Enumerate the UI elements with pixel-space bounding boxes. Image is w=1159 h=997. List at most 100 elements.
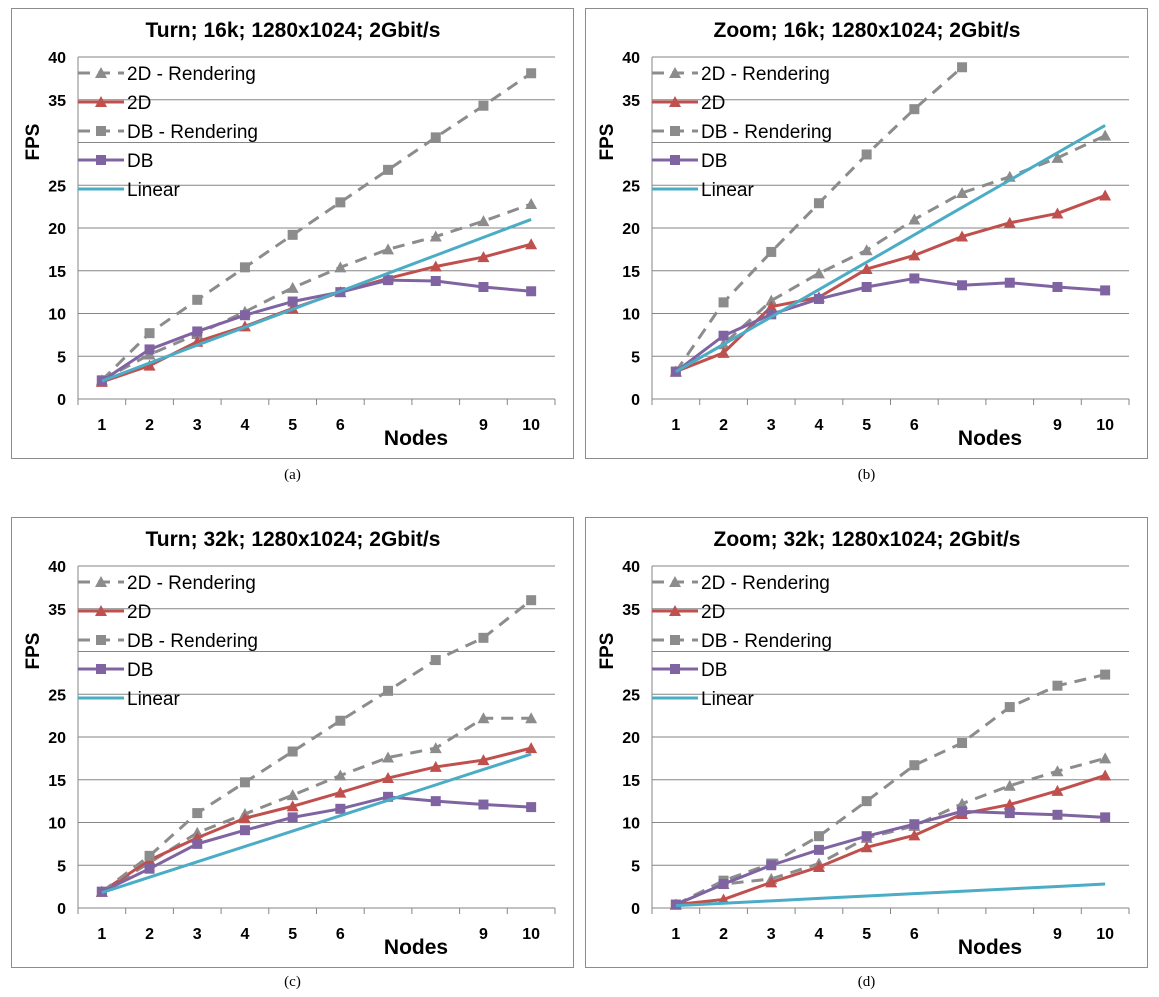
data-point bbox=[1100, 812, 1111, 823]
legend-label: 2D - Rendering bbox=[701, 573, 830, 594]
x-tick-label: 1 bbox=[671, 926, 680, 943]
data-point bbox=[526, 68, 537, 79]
y-tick-label: 10 bbox=[622, 307, 640, 324]
data-point bbox=[335, 803, 346, 814]
series-line bbox=[101, 218, 532, 383]
y-tick-label: 15 bbox=[48, 264, 66, 281]
series-db bbox=[96, 791, 537, 897]
x-tick-label: 6 bbox=[336, 926, 345, 943]
data-point bbox=[477, 754, 490, 766]
data-point bbox=[766, 246, 777, 257]
x-axis-label: Nodes bbox=[384, 427, 448, 450]
legend-label: 2D bbox=[701, 602, 725, 623]
legend-label: Linear bbox=[127, 180, 180, 201]
x-tick-label: 9 bbox=[479, 417, 488, 434]
y-tick-label: 20 bbox=[48, 221, 66, 238]
data-point bbox=[1003, 216, 1016, 228]
line-chart-b: Zoom; 16k; 1280x1024; 2Gbit/s05101520253… bbox=[597, 19, 1130, 450]
data-point bbox=[525, 198, 538, 210]
x-tick-label: 3 bbox=[193, 926, 202, 943]
data-point bbox=[143, 359, 156, 371]
legend-label: DB - Rendering bbox=[701, 631, 832, 652]
data-point bbox=[1052, 281, 1063, 292]
data-point bbox=[430, 276, 441, 287]
data-point bbox=[430, 796, 441, 807]
legend-marker bbox=[669, 576, 681, 587]
series-line bbox=[100, 72, 532, 382]
chart-frame bbox=[585, 8, 1148, 459]
data-point bbox=[429, 230, 442, 242]
series-linear bbox=[675, 124, 1106, 373]
series-line bbox=[675, 124, 1106, 373]
y-tick-label: 25 bbox=[48, 687, 66, 704]
data-point bbox=[717, 346, 730, 358]
legend-marker bbox=[670, 635, 680, 645]
legend-marker bbox=[96, 664, 106, 674]
data-point bbox=[239, 262, 250, 273]
y-tick-label: 35 bbox=[622, 602, 640, 619]
data-point bbox=[908, 249, 921, 261]
series-line bbox=[101, 752, 532, 895]
data-point bbox=[1051, 207, 1064, 219]
data-point bbox=[334, 786, 347, 798]
data-point bbox=[1052, 680, 1063, 691]
data-point bbox=[287, 229, 298, 240]
legend-label: 2D - Rendering bbox=[701, 64, 830, 85]
data-point bbox=[957, 280, 968, 291]
data-point bbox=[144, 863, 155, 874]
y-tick-label: 0 bbox=[631, 392, 640, 409]
data-point bbox=[525, 712, 538, 724]
legend-label: 2D bbox=[701, 93, 725, 114]
series-line bbox=[675, 756, 1106, 906]
y-tick-label: 35 bbox=[622, 93, 640, 110]
data-point bbox=[909, 273, 920, 284]
data-point bbox=[430, 655, 441, 666]
chart-panel-a: Turn; 16k; 1280x1024; 2Gbit/s 0 5 10 15 20 25 3… bbox=[11, 8, 574, 459]
legend-marker bbox=[669, 605, 681, 616]
data-point bbox=[192, 808, 203, 819]
y-tick-label: 10 bbox=[48, 816, 66, 833]
legend-label: 2D bbox=[127, 602, 151, 623]
data-point bbox=[957, 62, 968, 73]
y-tick-label: 0 bbox=[57, 392, 66, 409]
data-point bbox=[383, 685, 394, 696]
data-point bbox=[478, 632, 489, 643]
series-line bbox=[675, 673, 1106, 906]
legend-label: 2D bbox=[127, 93, 151, 114]
data-point bbox=[1004, 277, 1015, 288]
y-tick-label: 0 bbox=[631, 901, 640, 918]
data-point bbox=[1099, 769, 1112, 781]
legend-label: Linear bbox=[701, 689, 754, 710]
legend: 2D - Rendering 2D DB - Rendering DB Linear bbox=[78, 64, 258, 201]
series-line bbox=[674, 276, 1106, 373]
series-line bbox=[101, 795, 532, 894]
legend-label: DB - Rendering bbox=[701, 122, 832, 143]
series-linear bbox=[101, 218, 532, 383]
data-point bbox=[478, 799, 489, 810]
x-tick-label: 9 bbox=[1053, 417, 1062, 434]
legend-marker bbox=[95, 605, 107, 616]
data-point bbox=[286, 789, 299, 801]
gridlines bbox=[78, 56, 555, 400]
data-point bbox=[382, 751, 395, 763]
legend-label: Linear bbox=[127, 689, 180, 710]
y-axis-label: FPS bbox=[23, 633, 44, 670]
data-point bbox=[192, 838, 203, 849]
series-line bbox=[100, 599, 533, 893]
data-point bbox=[192, 326, 203, 337]
x-tick-label: 1 bbox=[97, 417, 106, 434]
legend-marker bbox=[670, 126, 680, 136]
data-point bbox=[287, 296, 298, 307]
y-tick-label: 15 bbox=[622, 264, 640, 281]
data-point bbox=[526, 802, 537, 813]
data-point bbox=[526, 595, 537, 606]
data-point bbox=[477, 215, 490, 227]
x-tick-label: 5 bbox=[862, 417, 871, 434]
data-point bbox=[765, 294, 778, 306]
data-point bbox=[238, 812, 251, 824]
data-point bbox=[1099, 189, 1112, 201]
series-line bbox=[675, 134, 1106, 373]
x-tick-label: 4 bbox=[240, 926, 249, 943]
y-tick-label: 15 bbox=[48, 773, 66, 790]
data-point bbox=[477, 251, 490, 263]
